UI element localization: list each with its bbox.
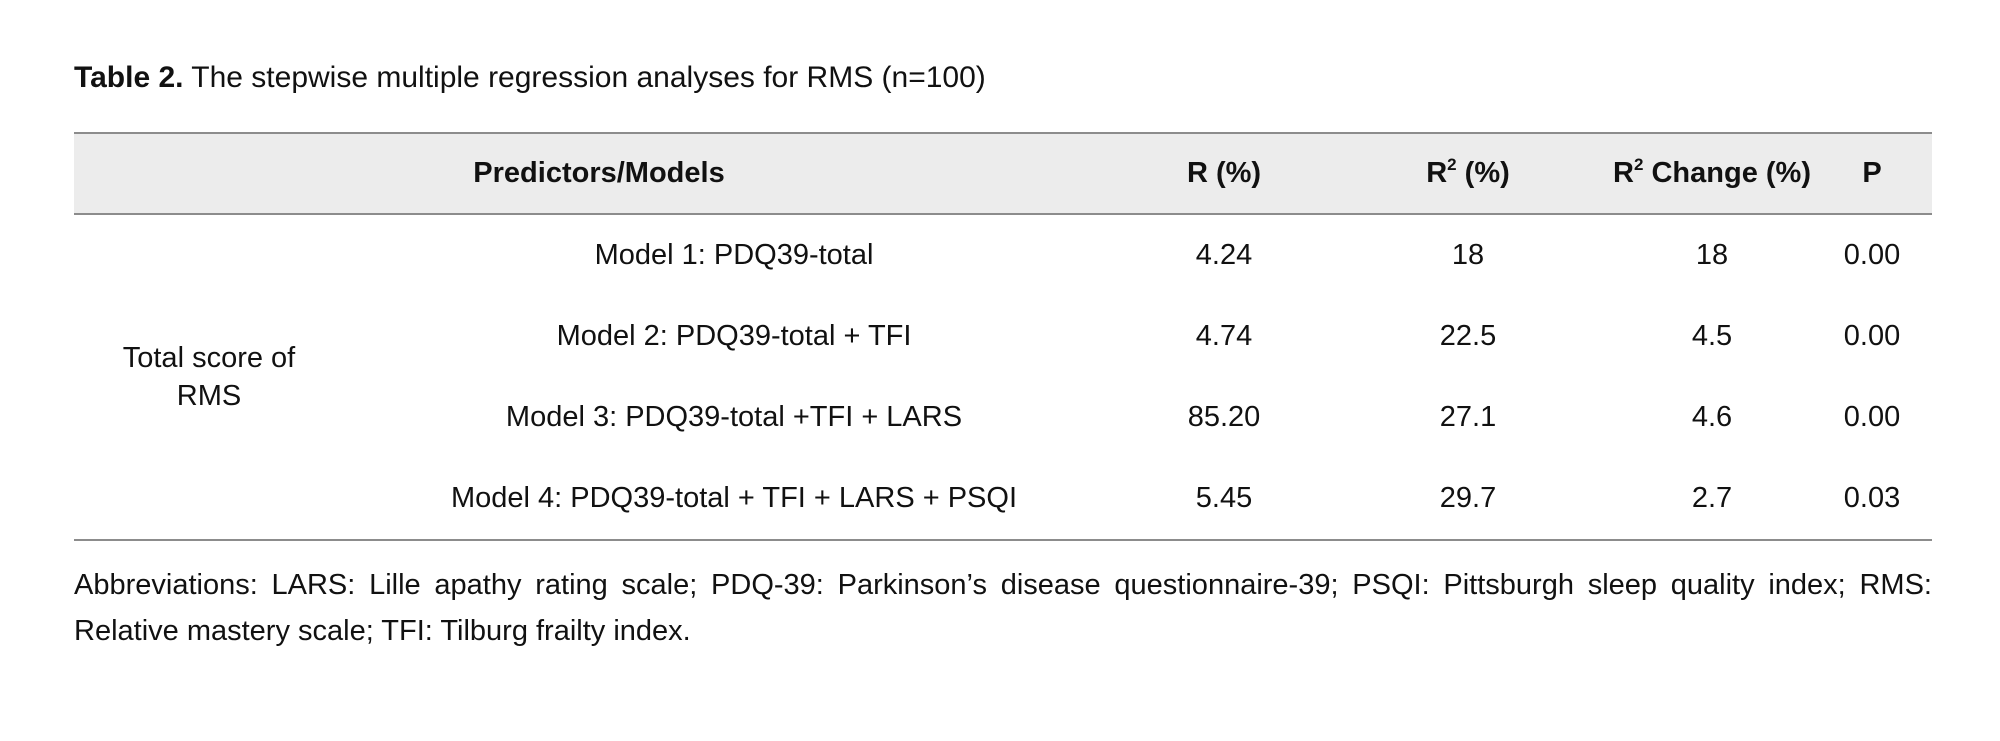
model-cell: Model 1: PDQ39-total (594, 239, 874, 271)
header-r2change-sup: 2 (1633, 155, 1644, 174)
header-r2-suffix: (%) (1456, 157, 1510, 189)
header-r2change-suffix: Change (%) (1643, 157, 1811, 189)
r2-cell: 27.1 (1439, 401, 1497, 433)
table-caption-title: The stepwise multiple regression analyse… (183, 61, 986, 94)
model-cell: Model 2: PDQ39-total + TFI (556, 320, 912, 352)
regression-table: Predictors/Models R (%) R2 (%) R2 Change… (74, 132, 1932, 541)
header-p: P (1812, 132, 1932, 215)
header-predictors-text: Predictors/Models (473, 157, 725, 189)
r-cell: 5.45 (1124, 458, 1324, 541)
header-p-text: P (1862, 157, 1882, 189)
header-r-text: R (%) (1186, 157, 1262, 189)
table-caption: Table 2. The stepwise multiple regressio… (74, 56, 986, 100)
header-r: R (%) (1124, 132, 1324, 215)
header-r2: R2 (%) (1324, 132, 1612, 215)
table-footnote: Abbreviations: LARS: Lille apathy rating… (74, 562, 1932, 654)
header-predictors: Predictors/Models (74, 132, 1124, 215)
p-cell: 0.00 (1843, 320, 1901, 352)
regression-table-container: Predictors/Models R (%) R2 (%) R2 Change… (74, 132, 1932, 541)
model-cell: Model 4: PDQ39-total + TFI + LARS + PSQI (344, 458, 1124, 541)
table-row: Total score of RMS Model 1: PDQ39-total … (74, 214, 1932, 541)
p-cell: 0.00 (1843, 401, 1901, 433)
header-r2-change: R2 Change (%) (1612, 132, 1812, 215)
r2-change-cell: 2.7 (1612, 458, 1812, 541)
r2-cell: 29.7 (1324, 458, 1612, 541)
header-r2change-base: R (1613, 157, 1634, 189)
table-caption-label: Table 2. (74, 61, 184, 94)
table-row: Model 3: PDQ39-total +TFI + LARS 85.20 2… (74, 377, 1932, 458)
header-r2-base: R (1426, 157, 1448, 189)
r2-change-cell: 18 (1695, 239, 1729, 271)
r2-cell: 18 (1451, 239, 1485, 271)
table-row: Model 4: PDQ39-total + TFI + LARS + PSQI… (74, 458, 1932, 541)
header-r2-sup: 2 (1447, 155, 1457, 174)
group-label-cell: Total score of RMS (74, 214, 344, 541)
r-cell: 4.24 (1195, 239, 1253, 271)
r-cell: 85.20 (1187, 401, 1261, 433)
r2-change-cell: 4.6 (1691, 401, 1733, 433)
model-cell: Model 3: PDQ39-total +TFI + LARS (505, 401, 963, 433)
table-header-row: Predictors/Models R (%) R2 (%) R2 Change… (74, 132, 1932, 215)
r2-cell: 22.5 (1439, 320, 1497, 352)
p-cell: 0.00 (1843, 239, 1901, 271)
abbreviations-text: Abbreviations: LARS: Lille apathy rating… (74, 569, 1932, 647)
r-cell: 4.74 (1195, 320, 1253, 352)
group-label: Total score of RMS (122, 342, 296, 412)
p-cell: 0.03 (1812, 458, 1932, 541)
table-row: Model 2: PDQ39-total + TFI 4.74 22.5 4.5… (74, 296, 1932, 377)
r2-change-cell: 4.5 (1691, 320, 1733, 352)
